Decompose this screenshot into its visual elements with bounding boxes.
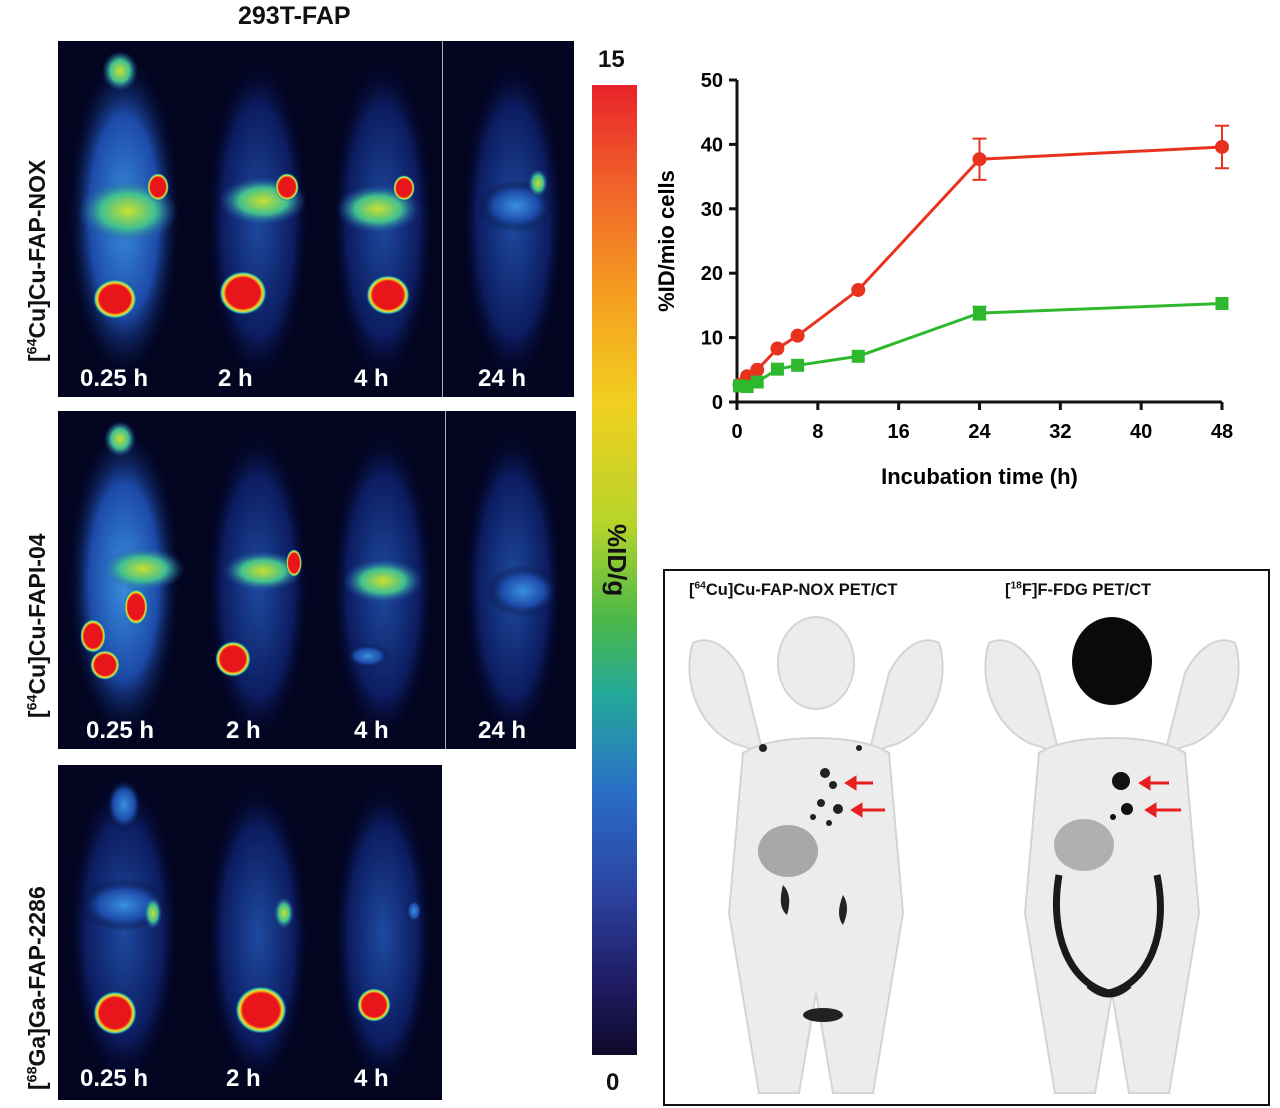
figure-title: 293T-FAP: [238, 2, 351, 30]
row-label-fapi-04: [64Cu]Cu-FAPI-04: [24, 533, 50, 718]
data-point: [770, 362, 784, 376]
data-point: [770, 341, 785, 356]
time-label: 2 h: [218, 365, 253, 392]
y-tick-label: 0: [712, 392, 723, 414]
data-point: [791, 358, 805, 372]
y-tick-label: 40: [701, 134, 723, 156]
panel-separator: [445, 411, 446, 749]
time-label: 24 h: [478, 717, 527, 744]
data-point: [973, 306, 986, 320]
time-label: 4 h: [354, 1065, 389, 1092]
mip-image-fap-nox: [688, 616, 944, 1094]
row-label-fap-2286: [68Ga]Ga-FAP-2286: [24, 886, 50, 1090]
colorbar: [592, 85, 637, 1055]
data-point: [750, 375, 764, 389]
pet-panel-fap-nox: 0.25 h 2 h 4 h 24 h: [58, 41, 574, 397]
mouse-images-fap-nox: [66, 48, 565, 386]
data-point: [740, 380, 754, 394]
pet-panel-fap-2286: 0.25 h 2 h 4 h: [58, 765, 442, 1100]
y-tick-label: 20: [701, 263, 723, 285]
time-label: 2 h: [226, 1065, 261, 1092]
series-line-0: [738, 145, 1223, 386]
time-label: 2 h: [226, 717, 261, 744]
colorbar-max: 15: [598, 46, 625, 73]
x-tick-label: 32: [1049, 421, 1071, 443]
data-point: [790, 328, 805, 343]
x-tick-label: 8: [812, 421, 823, 443]
x-tick-label: 24: [968, 421, 991, 443]
data-point: [972, 152, 987, 167]
time-label: 4 h: [354, 365, 389, 392]
panel-separator: [442, 41, 443, 397]
x-axis-label: Incubation time (h): [881, 464, 1078, 489]
data-point: [750, 362, 765, 377]
time-label: 0.25 h: [80, 1065, 149, 1092]
mouse-images-fapi-04: [66, 419, 563, 744]
uptake-line-chart: 0 8 16 24 32 40 48 0 10 20 30 40 50 Incubation time (…: [654, 70, 1233, 489]
mouse-images-fap-2286: [68, 772, 433, 1090]
x-tick-label: 40: [1130, 421, 1152, 443]
pet-title-fap-nox: [64Cu]Cu-FAP-NOX PET/CT: [689, 580, 898, 599]
time-label: 0.25 h: [86, 717, 155, 744]
pet-title-fdg: [18F]F-FDG PET/CT: [1005, 580, 1152, 599]
x-tick-label: 16: [888, 421, 910, 443]
time-label: 4 h: [354, 717, 389, 744]
data-point: [851, 282, 866, 297]
x-tick-label: 48: [1211, 421, 1233, 443]
colorbar-label: %ID/g: [602, 524, 632, 597]
x-tick-label: 0: [731, 421, 742, 443]
y-tick-label: 30: [701, 199, 723, 221]
patient-pet-ct-panel: [64Cu]Cu-FAP-NOX PET/CT [18F]F-FDG PET/C…: [663, 569, 1270, 1106]
colorbar-min: 0: [606, 1069, 620, 1096]
mip-image-fdg: [984, 617, 1240, 1094]
y-tick-label: 50: [701, 70, 723, 92]
y-axis-label: %ID/mio cells: [654, 170, 679, 312]
pet-panel-fapi-04: 0.25 h 2 h 4 h 24 h: [58, 411, 576, 749]
data-point: [1215, 296, 1229, 310]
data-point: [851, 349, 865, 363]
row-label-fap-nox: [64Cu]Cu-FAP-NOX: [24, 159, 50, 362]
data-point: [1215, 139, 1229, 154]
y-tick-label: 10: [701, 328, 723, 350]
time-label: 24 h: [478, 365, 527, 392]
time-label: 0.25 h: [80, 365, 149, 392]
